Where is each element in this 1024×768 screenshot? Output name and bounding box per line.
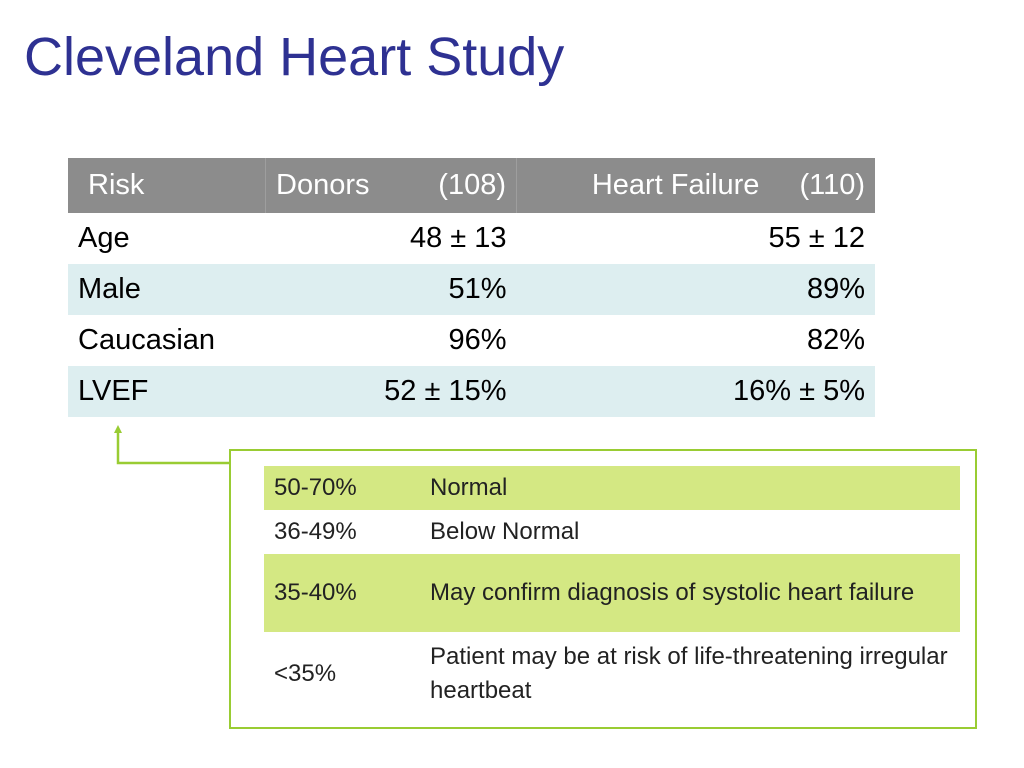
lvef-meaning: Below Normal — [430, 518, 580, 546]
header-risk: Risk — [68, 158, 266, 213]
donors-value: 48 ± 13 — [409, 222, 507, 254]
header-hf-count: (110) — [799, 169, 865, 201]
row-label: Age — [78, 222, 130, 254]
donors-value: 52 ± 15% — [265, 366, 517, 417]
hf-value: 55 ± 12 — [768, 222, 865, 254]
lvef-reference-table: 50-70% Normal 36-49% Below Normal 35-40%… — [264, 466, 960, 716]
list-item: 36-49% Below Normal — [264, 510, 960, 554]
lvef-range: 50-70% — [264, 466, 420, 510]
header-hf-label: Heart Failure — [591, 169, 760, 201]
connector-line — [116, 432, 229, 465]
table-row: Caucasian 96% 82% — [68, 315, 875, 366]
lvef-range: <35% — [274, 660, 337, 688]
cohort-table: Risk Donors (108) Heart Failure (110) Ag… — [68, 158, 875, 417]
table-row: Age 48 ± 13 55 ± 12 — [68, 213, 875, 264]
connector-arrowhead-icon — [114, 425, 122, 433]
lvef-meaning: May confirm diagnosis of systolic heart … — [420, 554, 960, 632]
lvef-range: 36-49% — [274, 518, 357, 546]
lvef-meaning: Normal — [420, 466, 960, 510]
table-row: Male 51% 89% — [68, 264, 875, 315]
slide-title: Cleveland Heart Study — [24, 27, 565, 87]
hf-value: 16% ± 5% — [516, 366, 875, 417]
donors-value: 96% — [448, 324, 507, 356]
row-label: Male — [68, 264, 266, 315]
header-donors-label: Donors — [276, 169, 370, 201]
row-label: Caucasian — [78, 324, 216, 356]
lvef-reference-box: 50-70% Normal 36-49% Below Normal 35-40%… — [229, 449, 977, 729]
list-item: 50-70% Normal — [264, 466, 960, 510]
lvef-meaning: Patient may be at risk of life-threateni… — [430, 643, 948, 704]
donors-value: 51% — [265, 264, 517, 315]
list-item: 35-40% May confirm diagnosis of systolic… — [264, 554, 960, 632]
header-heart-failure: Heart Failure (110) — [516, 158, 875, 213]
table-header-row: Risk Donors (108) Heart Failure (110) — [68, 158, 875, 213]
list-item: <35% Patient may be at risk of life-thre… — [264, 632, 960, 716]
hf-value: 82% — [806, 324, 865, 356]
table-row: LVEF 52 ± 15% 16% ± 5% — [68, 366, 875, 417]
lvef-range: 35-40% — [264, 554, 420, 632]
header-donors-count: (108) — [438, 169, 506, 201]
header-donors: Donors (108) — [265, 158, 517, 213]
hf-value: 89% — [516, 264, 875, 315]
row-label: LVEF — [68, 366, 266, 417]
